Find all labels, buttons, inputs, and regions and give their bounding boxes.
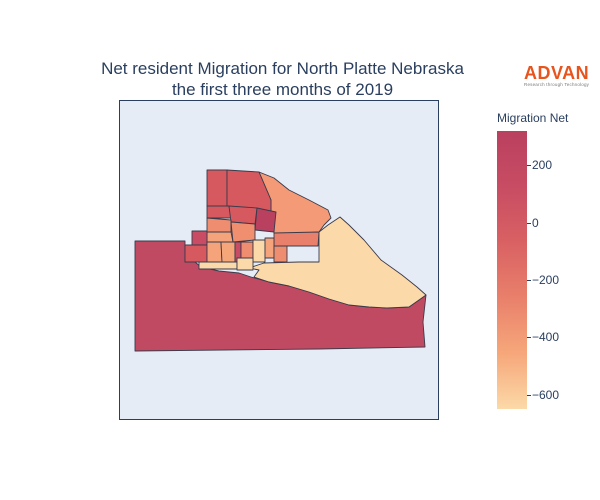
region-north-mid-left[interactable] [206,205,232,219]
map-svg[interactable] [119,100,439,420]
region-core-1[interactable] [206,241,223,263]
region-central-left-2[interactable] [206,231,234,243]
region-central-mid[interactable] [230,221,256,243]
colorbar-tick-mark [527,222,531,224]
colorbar-tick-label: 200 [532,158,553,173]
title-line-2: the first three months of 2019 [171,80,394,99]
region-central-left-1[interactable] [206,217,232,233]
region-core-2[interactable] [220,241,236,263]
colorbar-gradient [497,131,527,409]
colorbar-tick-label: −600 [532,387,560,402]
colorbar-tick-mark [527,394,531,396]
colorbar-title: Migration Net [497,111,569,125]
colorbar-tick-mark [527,337,531,339]
region-central-right[interactable] [273,231,320,247]
region-west-small-1[interactable] [191,230,208,246]
advan-logo: ADVAN Research through Technology [524,64,596,88]
choropleth-map[interactable] [119,100,439,420]
colorbar-tick-label: 0 [532,215,539,230]
colorbar-tick-mark [527,280,531,282]
logo-name: ADVAN [524,63,590,83]
region-core-7[interactable] [273,245,288,263]
region-north-mid-right[interactable] [228,205,258,225]
region-west-small-2[interactable] [184,244,208,263]
region-core-5[interactable] [252,239,266,263]
colorbar-tick-mark [527,165,531,167]
colorbar-tick-label: −200 [532,273,560,288]
colorbar-tick-label: −400 [532,330,560,345]
chart-title: Net resident Migration for North Platte … [60,58,505,100]
region-core-6[interactable] [264,237,275,259]
logo-tagline: Research through Technology [524,82,590,87]
region-north-highlight[interactable] [254,207,277,233]
region-core-9[interactable] [236,257,254,271]
title-line-1: Net resident Migration for North Platte … [101,59,464,78]
region-core-8[interactable] [198,261,238,270]
region-north-top-left[interactable] [206,169,228,207]
